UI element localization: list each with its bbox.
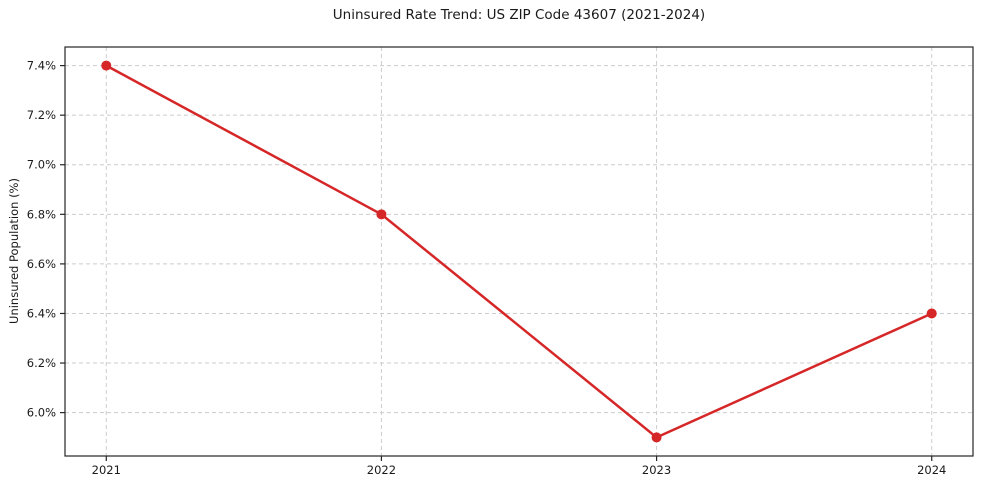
plot-border bbox=[64, 46, 974, 457]
x-tick-label: 2023 bbox=[642, 463, 671, 477]
y-tick-label: 6.2% bbox=[27, 356, 56, 370]
data-point-marker bbox=[376, 209, 387, 220]
chart-title: Uninsured Rate Trend: US ZIP Code 43607 … bbox=[332, 7, 706, 23]
data-point-marker bbox=[926, 308, 937, 319]
y-tick-label: 7.0% bbox=[27, 158, 56, 172]
y-tick-label: 7.4% bbox=[27, 59, 56, 73]
trend-line bbox=[105, 64, 933, 439]
x-tick-label: 2022 bbox=[367, 463, 396, 477]
data-point-marker bbox=[651, 432, 662, 443]
x-tick-label: 2024 bbox=[917, 463, 946, 477]
y-tick-label: 6.8% bbox=[27, 207, 56, 221]
y-tick-label: 6.6% bbox=[27, 257, 56, 271]
y-tick-label: 7.2% bbox=[27, 108, 56, 122]
data-point-marker bbox=[101, 60, 112, 71]
x-tick-label: 2021 bbox=[92, 463, 121, 477]
y-tick-label: 6.4% bbox=[27, 306, 56, 320]
y-tick-label: 6.0% bbox=[27, 406, 56, 420]
